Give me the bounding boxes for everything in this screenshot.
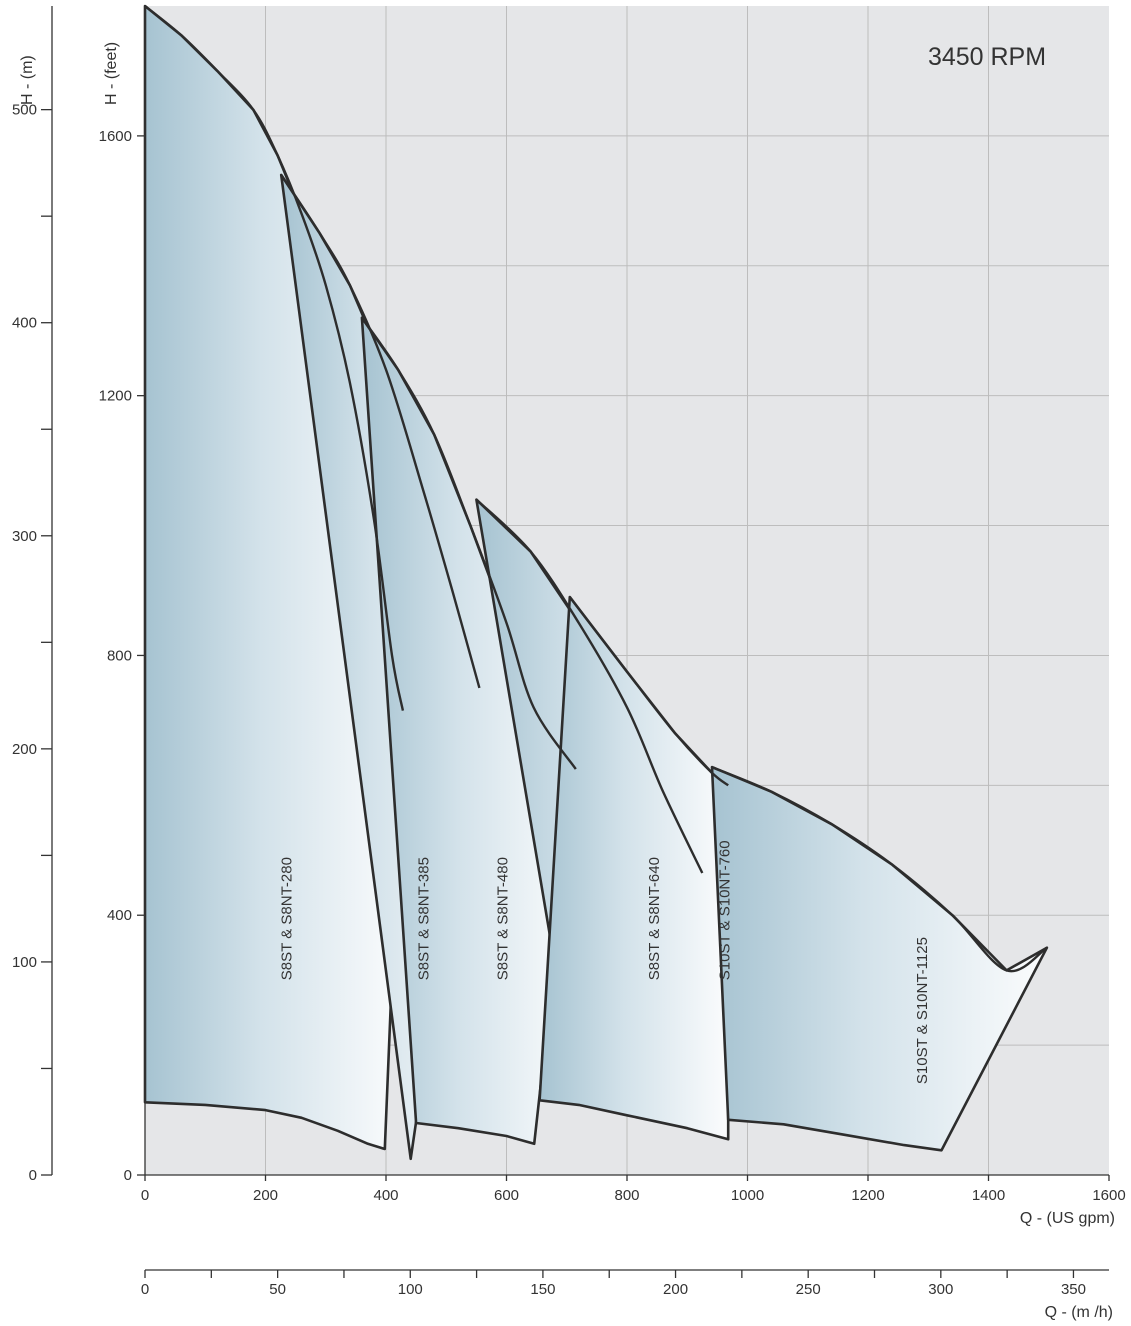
curve-top-4 <box>475 498 704 874</box>
rpm-annotation: 3450 RPM <box>928 43 1046 71</box>
x-tick-label: 1000 <box>731 1187 764 1204</box>
curve-top-2 <box>280 174 481 689</box>
x2-tick-label: 250 <box>796 1281 821 1298</box>
series-label: S10ST & S10NT-1125 <box>914 937 931 1084</box>
curve-top-1 <box>144 5 405 711</box>
series-label: S8ST & S8NT-480 <box>494 857 511 980</box>
y2-tick-label: 500 <box>12 102 37 119</box>
y2-axis-title: H - (m) <box>19 55 36 105</box>
y-tick-label: 1600 <box>99 128 132 145</box>
y2-tick-label: 200 <box>12 741 37 758</box>
curve-top-6 <box>711 765 1048 973</box>
y-tick-label: 1200 <box>99 388 132 405</box>
x2-axis-ticks: 0 50 100 150 200 250 300 350 <box>141 1270 1086 1298</box>
x2-tick-label: 350 <box>1061 1281 1086 1298</box>
y-tick-label: 400 <box>107 907 132 924</box>
y2-tick-label: 400 <box>12 315 37 332</box>
y-axis-title: H - (feet) <box>103 42 120 105</box>
y-tick-label: 800 <box>107 647 132 664</box>
series-label: S10ST & S10NT-760 <box>717 840 734 980</box>
y-tick-label: 0 <box>124 1167 132 1184</box>
series-label: S8ST & S8NT-280 <box>279 857 296 980</box>
x2-tick-label: 300 <box>928 1281 953 1298</box>
series-label: S8ST & S8NT-385 <box>415 857 432 980</box>
x2-tick-label: 0 <box>141 1281 149 1298</box>
x2-tick-label: 200 <box>663 1281 688 1298</box>
x-axis-title: Q - (US gpm) <box>1020 1210 1115 1227</box>
x-tick-label: 200 <box>253 1187 278 1204</box>
x-tick-label: 800 <box>614 1187 639 1204</box>
x-tick-label: 1400 <box>972 1187 1005 1204</box>
y2-axis-ticks: 0 100 200 300 400 500 <box>12 102 52 1184</box>
y2-tick-label: 0 <box>29 1167 37 1184</box>
y-axis-ticks: 0 400 800 1200 1600 <box>99 128 145 1184</box>
curve-overlays <box>144 5 1048 973</box>
curve-regions <box>143 4 1049 1161</box>
curve-top-5 <box>568 596 729 787</box>
x2-tick-label: 150 <box>530 1281 555 1298</box>
y2-tick-label: 100 <box>12 954 37 971</box>
y2-tick-label: 300 <box>12 528 37 545</box>
curve-top-3 <box>360 317 577 770</box>
series-label: S8ST & S8NT-640 <box>646 857 663 980</box>
series-labels: S8ST & S8NT-280 S8ST & S8NT-385 S8ST & S8N… <box>279 840 932 1084</box>
x-tick-label: 400 <box>373 1187 398 1204</box>
x-tick-label: 1600 <box>1092 1187 1125 1204</box>
x2-axis-title: Q - (m /h) <box>1045 1304 1113 1321</box>
x-tick-label: 1200 <box>851 1187 884 1204</box>
x-tick-label: 0 <box>141 1187 149 1204</box>
x2-tick-label: 50 <box>269 1281 286 1298</box>
x2-tick-label: 100 <box>398 1281 423 1298</box>
x-tick-label: 600 <box>494 1187 519 1204</box>
x-axis-ticks: 0 200 400 600 800 1000 1200 1400 1600 <box>141 1175 1126 1204</box>
